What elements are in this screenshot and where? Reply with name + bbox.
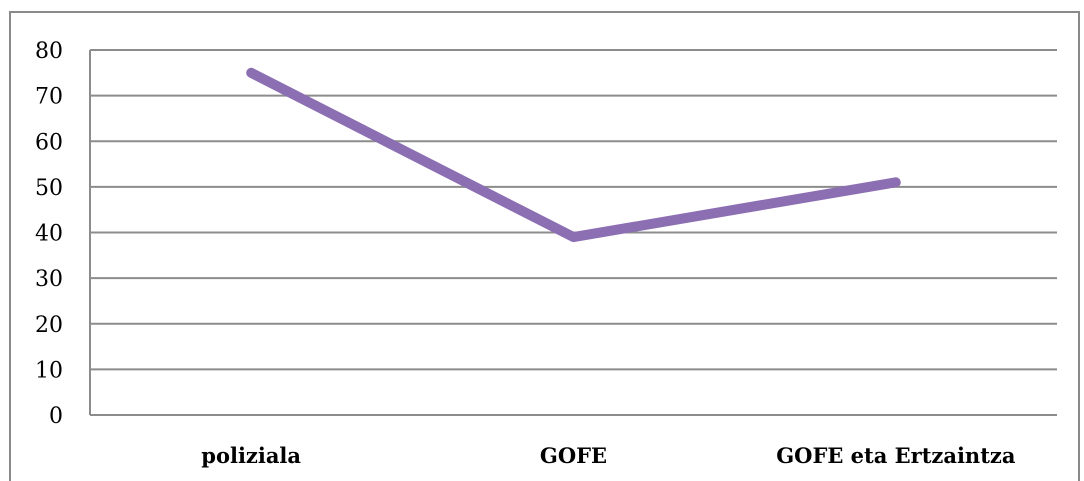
y-tick-label-30: 30: [35, 267, 63, 292]
y-tick-label-10: 10: [35, 358, 63, 383]
y-tick-label-50: 50: [35, 176, 63, 201]
y-tick-label-80: 80: [35, 39, 63, 64]
series-lines: [246, 67, 901, 243]
series-line-0: [246, 67, 901, 243]
x-axis-category-labels: poliziala GOFE GOFE eta Ertzaintza: [201, 443, 1016, 468]
y-tick-label-0: 0: [49, 404, 63, 429]
y-tick-label-60: 60: [35, 130, 63, 155]
y-tick-label-40: 40: [35, 222, 63, 247]
x-category-label-2: GOFE eta Ertzaintza: [776, 443, 1016, 468]
y-tick-label-20: 20: [35, 313, 63, 338]
x-category-label-1: GOFE: [540, 443, 607, 468]
x-category-label-0: poliziala: [201, 443, 301, 468]
y-tick-label-70: 70: [35, 85, 63, 110]
y-axis-tick-labels: 0 10 20 30 40 50 60 70 80: [35, 39, 63, 429]
gridlines: [89, 49, 1057, 416]
chart-frame: [9, 11, 1080, 481]
